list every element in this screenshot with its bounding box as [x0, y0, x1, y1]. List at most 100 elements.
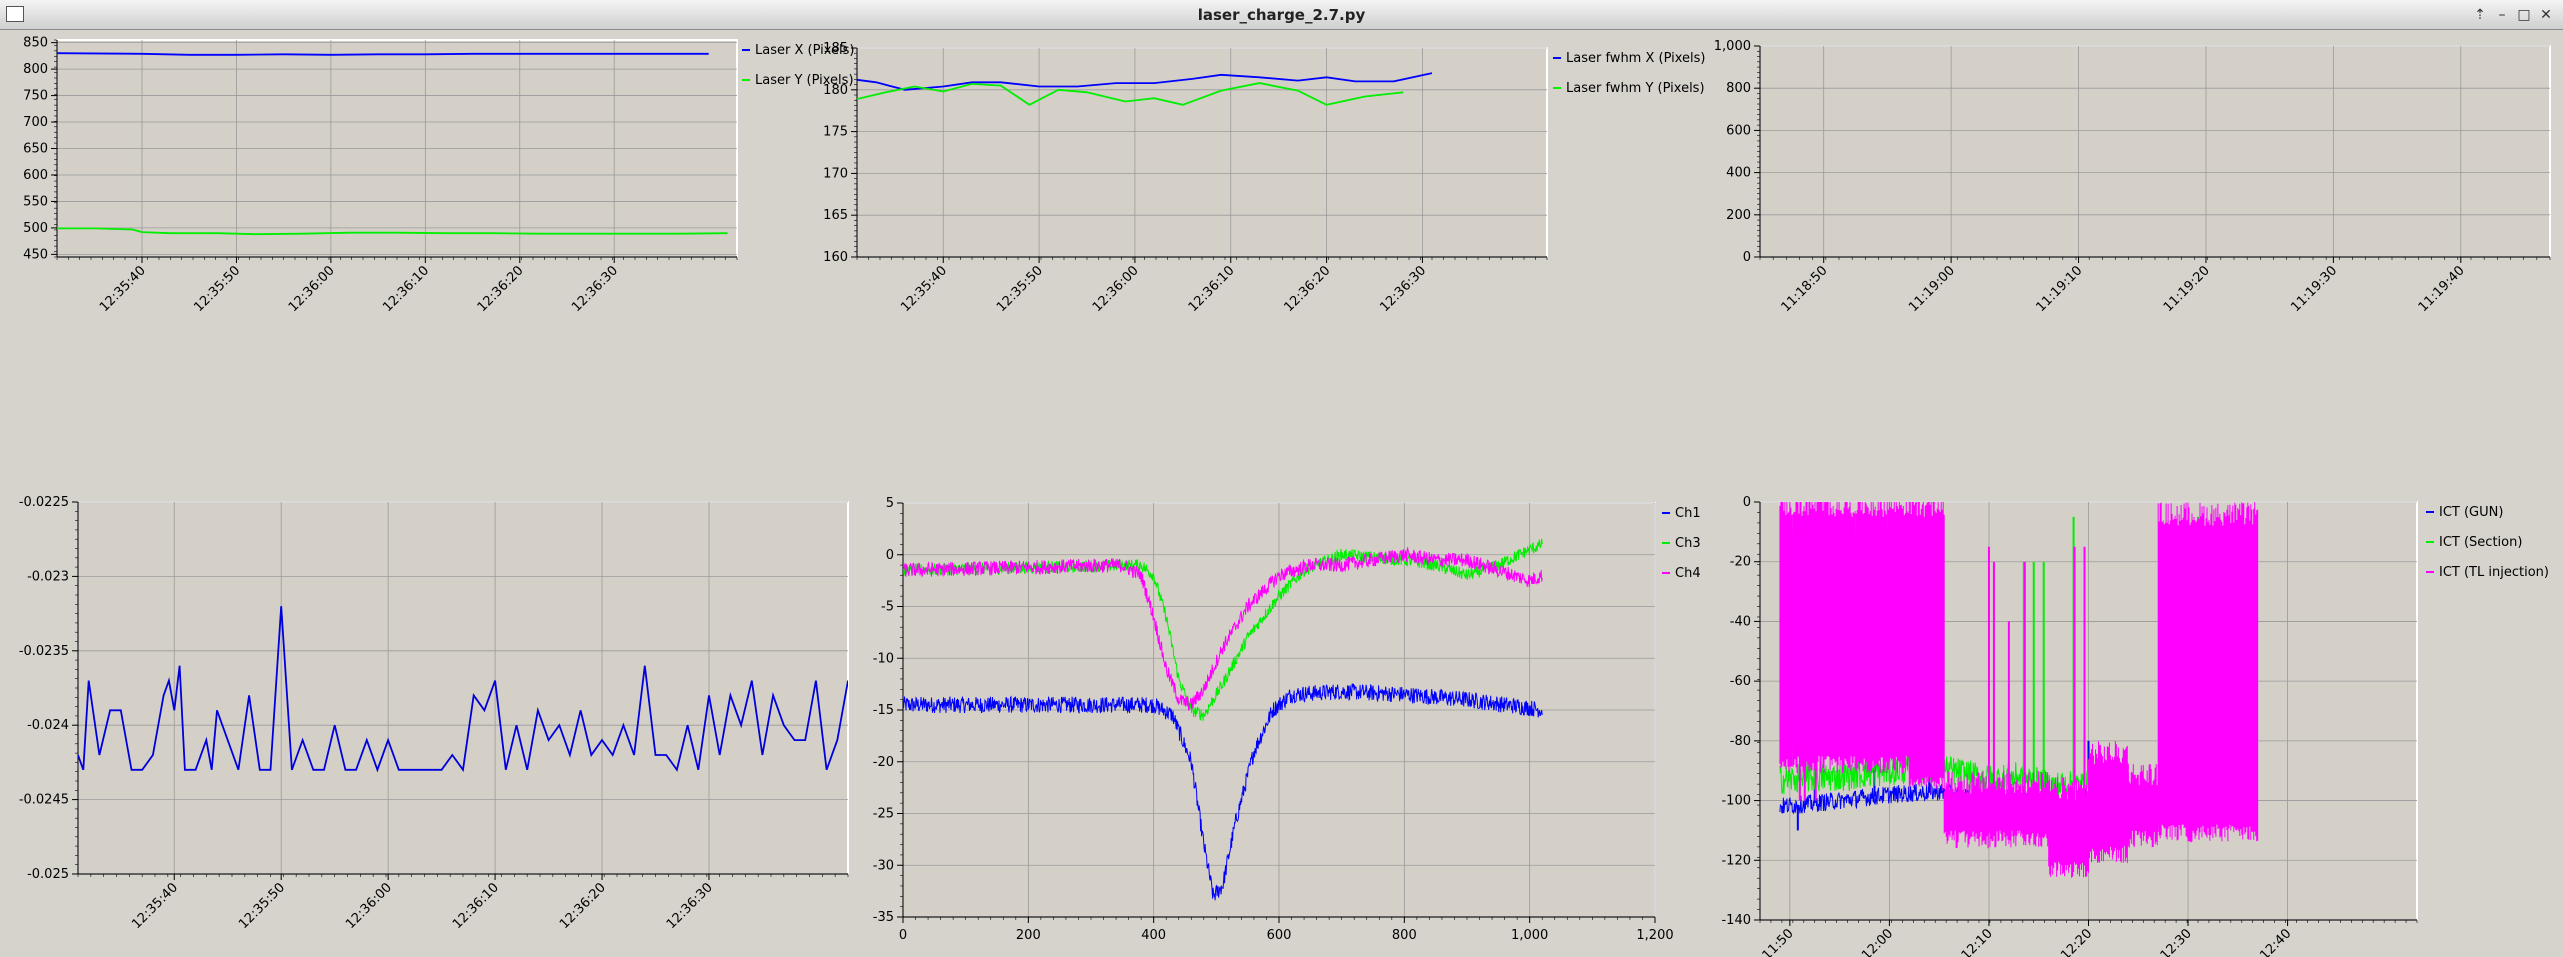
series-1 — [857, 72, 1433, 91]
legend-label: ICT (Section) — [2439, 535, 2522, 550]
tick-label-y: 0 — [1743, 250, 1751, 265]
tick-label-x: 12:35:40 — [129, 880, 181, 932]
tick-label-x: 12:30 — [2158, 926, 2195, 957]
tick-label-x: 12:00 — [1859, 926, 1896, 957]
tick-label-x: 12:35:50 — [191, 263, 243, 315]
tick-label-x: 12:36:30 — [569, 263, 621, 315]
tick-label-x: 12:36:20 — [475, 263, 527, 315]
tick-label-y: -0.025 — [27, 867, 69, 882]
legend-label: Laser Y (Pixels) — [755, 73, 854, 88]
legend-label: Ch4 — [1675, 566, 1701, 581]
tick-label-x: 11:19:20 — [2161, 263, 2213, 315]
legend-label: Ch3 — [1675, 536, 1701, 551]
plot-frame — [1759, 45, 2551, 258]
tick-label-y: 200 — [1726, 208, 1751, 223]
tick-label-y: 800 — [23, 62, 48, 77]
tick-label-y: 850 — [23, 36, 48, 51]
tick-label-x: 1,200 — [1636, 928, 1673, 943]
tick-label-x: 11:19:40 — [2416, 263, 2468, 315]
tick-label-y: -20 — [873, 755, 894, 770]
window-title: laser_charge_2.7.py — [1197, 6, 1366, 24]
chart-panel-6: -140 -120 -100 -80 -60 -40 -20 0 11:50 12:00 12:10… — [1721, 495, 2549, 957]
series-line — [57, 52, 709, 56]
tick-label-y: 400 — [1726, 166, 1751, 181]
series-line — [903, 546, 1543, 711]
chart-legend: Ch1 Ch3 Ch4 — [1662, 506, 1701, 581]
series-2 — [857, 82, 1404, 106]
tick-label-y: 550 — [23, 194, 48, 209]
tick-label-x: 12:35:50 — [994, 263, 1046, 315]
tick-label-y: 175 — [823, 125, 848, 140]
tick-label-y: -15 — [873, 703, 894, 718]
chart-legend: Laser X (Pixels) Laser Y (Pixels) — [742, 43, 854, 88]
tick-label-y: -0.024 — [27, 718, 69, 733]
series-line — [857, 82, 1404, 106]
series-1 — [903, 683, 1543, 901]
tick-label-y: 170 — [823, 166, 848, 181]
tick-label-y: -5 — [881, 600, 894, 615]
legend-label: Laser fwhm X (Pixels) — [1566, 51, 1706, 66]
tick-label-x: 12:20 — [2058, 926, 2095, 957]
tick-label-y: 0 — [886, 548, 894, 563]
tick-label-x: 600 — [1267, 928, 1292, 943]
chart-panel-4: -0.025 -0.0245 -0.024 -0.0235 -0.023 -0.0225 1… — [19, 495, 849, 932]
tick-label-y: 1,000 — [1714, 39, 1751, 54]
chart-panel-5: -35 -30 -25 -20 -15 -10 -5 0 5 0 200 400 600 800 1,000… — [873, 496, 1701, 943]
series-line — [1779, 753, 2119, 801]
window-titlebar: laser_charge_2.7.py ⇡ – □ ✕ — [0, 0, 2563, 30]
tick-label-y: -0.0235 — [19, 644, 69, 659]
maximize-button[interactable]: □ — [2517, 7, 2531, 23]
tick-label-y: 700 — [23, 115, 48, 130]
series-band — [2157, 502, 2259, 843]
tick-label-x: 12:36:00 — [286, 263, 338, 315]
tick-label-y: -80 — [1730, 734, 1751, 749]
tick-label-x: 11:19:00 — [1906, 263, 1958, 315]
tick-label-x: 12:36:10 — [380, 263, 432, 315]
tick-label-x: 12:36:20 — [1282, 263, 1334, 315]
chart-legend: Laser fwhm X (Pixels) Laser fwhm Y (Pixel… — [1553, 51, 1706, 96]
tick-label-y: -120 — [1721, 853, 1751, 868]
minimize-button[interactable]: – — [2498, 7, 2506, 23]
shade-button[interactable]: ⇡ — [2474, 7, 2486, 23]
tick-label-x: 200 — [1016, 928, 1041, 943]
series-3 — [1779, 502, 2259, 878]
tick-label-x: 12:36:30 — [664, 880, 716, 932]
tick-label-y: 160 — [823, 250, 848, 265]
series-band — [1908, 502, 1945, 795]
series-2 — [57, 227, 728, 236]
app-icon[interactable] — [6, 6, 24, 22]
series-2 — [903, 538, 1543, 721]
tick-label-x: 12:36:10 — [450, 880, 502, 932]
legend-label: Laser fwhm Y (Pixels) — [1566, 81, 1705, 96]
tick-label-y: -60 — [1730, 674, 1751, 689]
tick-label-x: 800 — [1392, 928, 1417, 943]
tick-label-y: -25 — [873, 807, 894, 822]
series-line — [903, 683, 1543, 901]
close-button[interactable]: ✕ — [2540, 7, 2552, 23]
tick-label-x: 400 — [1141, 928, 1166, 943]
series-band — [2127, 763, 2159, 848]
tick-label-x: 12:35:40 — [898, 263, 950, 315]
tick-label-y: 750 — [23, 89, 48, 104]
tick-label-x: 11:19:10 — [2033, 263, 2085, 315]
series-line — [57, 227, 728, 236]
tick-label-y: -30 — [873, 858, 894, 873]
tick-label-x: 12:36:00 — [343, 880, 395, 932]
tick-label-y: -100 — [1721, 794, 1751, 809]
tick-label-y: 450 — [23, 247, 48, 262]
tick-label-x: 12:36:00 — [1090, 263, 1142, 315]
tick-label-y: -40 — [1730, 614, 1751, 629]
tick-label-x: 1,000 — [1511, 928, 1548, 943]
tick-label-y: 165 — [823, 208, 848, 223]
tick-label-x: 11:50 — [1760, 926, 1797, 957]
tick-label-y: 600 — [23, 168, 48, 183]
tick-label-x: 12:36:10 — [1186, 263, 1238, 315]
chart-legend: ICT (GUN) ICT (Section) ICT (TL injection) — [2426, 505, 2549, 580]
tick-label-x: 12:10 — [1959, 926, 1996, 957]
chart-panel-1: 450 500 550 600 650 700 750 800 850 12:35:40 12:35… — [23, 36, 854, 315]
tick-label-y: -0.0245 — [19, 793, 69, 808]
series-1 — [57, 52, 709, 56]
tick-label-y: 500 — [23, 221, 48, 236]
plot-frame — [856, 47, 1548, 258]
